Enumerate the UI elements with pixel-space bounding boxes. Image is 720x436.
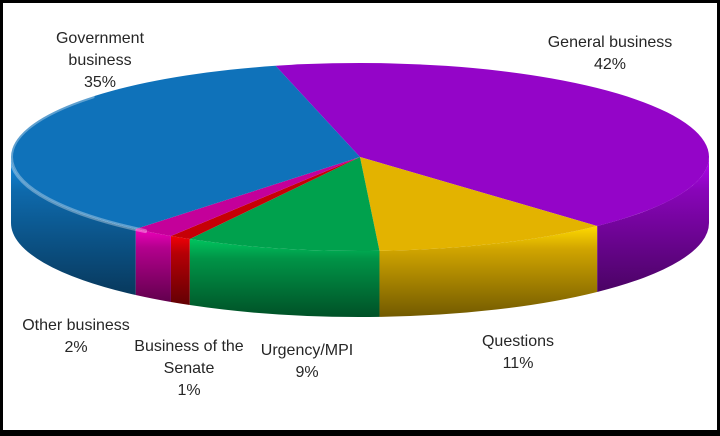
- pie-wall-general-business: [597, 157, 709, 292]
- pie-slice-other-business: [135, 157, 360, 237]
- pie-wall-urgency-mpi: [189, 239, 380, 317]
- pie-wall-business-of-the-senate: [170, 236, 190, 306]
- pie-slice-government-business: [11, 65, 361, 230]
- label-business-of-the-senate: Business of the Senate 1%: [126, 336, 252, 402]
- pie-wall-questions: [379, 225, 598, 317]
- slice-percent: 42%: [593, 56, 627, 73]
- slice-label: Urgency/MPI: [260, 342, 354, 359]
- pie-slice-general-business: [275, 62, 709, 226]
- pie-slice-urgency-mpi: [189, 157, 380, 252]
- pie-wall-government-business: [10, 157, 136, 296]
- slice-label: Business of the Senate: [134, 338, 244, 377]
- pie-wall-other-business: [135, 229, 171, 303]
- slice-label: Questions: [481, 333, 555, 350]
- label-urgency-mpi: Urgency/MPI 9%: [232, 340, 382, 384]
- label-government-business: Government business 35%: [39, 28, 161, 94]
- pie-slice-business-of-the-senate: [170, 157, 360, 240]
- slice-percent: 2%: [64, 339, 88, 356]
- pie-rim-highlight: [9, 94, 148, 234]
- slice-percent: 9%: [295, 364, 319, 381]
- slice-percent: 1%: [177, 382, 201, 399]
- slice-percent: 11%: [502, 355, 534, 372]
- slice-percent: 35%: [83, 74, 117, 91]
- slice-label: Government business: [55, 30, 145, 69]
- slice-label: Other business: [22, 317, 130, 334]
- slice-label: General business: [547, 34, 673, 51]
- label-questions: Questions 11%: [453, 331, 583, 375]
- label-other-business: Other business 2%: [1, 315, 151, 359]
- label-general-business: General business 42%: [518, 32, 702, 76]
- pie-slice-questions: [360, 157, 598, 251]
